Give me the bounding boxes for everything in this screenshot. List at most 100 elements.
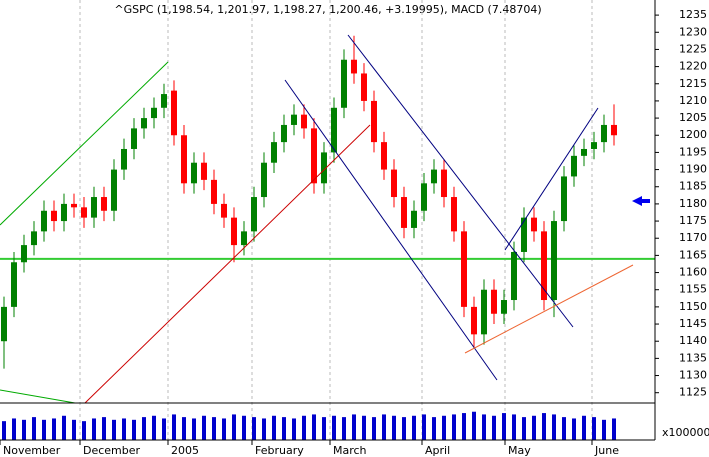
volume-bar [582, 415, 586, 440]
volume-bar [532, 415, 536, 440]
volume-bar [512, 414, 516, 440]
y-tick-label: 1180 [679, 197, 707, 210]
volume-bar [422, 414, 426, 440]
y-tick-label: 1225 [679, 42, 707, 55]
volume-bar [102, 417, 106, 440]
candle-body [11, 262, 17, 307]
volume-bar [362, 415, 366, 440]
volume-bar [42, 419, 46, 440]
volume-bar [142, 417, 146, 440]
volume-bar [472, 411, 476, 440]
y-tick-label: 1190 [679, 163, 707, 176]
volume-bar [502, 413, 506, 440]
volume-bar [292, 418, 296, 440]
y-tick-label: 1140 [679, 334, 707, 347]
candle-body [251, 197, 257, 232]
candle-body [551, 221, 557, 301]
volume-bar [122, 418, 126, 440]
x-tick-label: June [594, 444, 619, 457]
candle-body [451, 197, 457, 232]
candle-body [571, 155, 577, 177]
volume-bar [522, 417, 526, 440]
volume-bar [372, 417, 376, 440]
volume-bar [22, 419, 26, 440]
volume-bar [302, 415, 306, 440]
volume-bar [182, 417, 186, 440]
x-tick-label: February [255, 444, 304, 457]
volume-bar [62, 415, 66, 440]
volume-bar [272, 415, 276, 440]
volume-bar [132, 419, 136, 440]
candle-body [311, 128, 317, 184]
volume-bar [12, 418, 16, 440]
volume-bar [602, 419, 606, 440]
candle-body [511, 251, 517, 301]
candle-body [221, 203, 227, 218]
volume-bar [562, 417, 566, 440]
candle-body [371, 100, 377, 143]
volume-bar [322, 417, 326, 440]
candle-body [421, 183, 427, 211]
candle-body [31, 231, 37, 246]
candle-body [541, 231, 547, 301]
y-tick-label: 1160 [679, 266, 707, 279]
volume-bar [112, 419, 116, 440]
candle-body [381, 142, 387, 170]
candle-body [321, 152, 327, 184]
candle-body [461, 231, 467, 307]
volume-bar [262, 418, 266, 440]
x-tick-label: 2005 [171, 444, 199, 457]
volume-bar [202, 415, 206, 440]
candle-body [261, 162, 267, 198]
trend-line [0, 61, 169, 226]
candle-body [21, 245, 27, 263]
volume-bar [312, 414, 316, 440]
candle-body [521, 217, 527, 252]
y-tick-label: 1200 [679, 128, 707, 141]
volume-bar [612, 418, 616, 440]
x-tick-label: April [425, 444, 450, 457]
trend-line [0, 389, 76, 404]
candle-body [361, 73, 367, 101]
volume-bar [412, 415, 416, 440]
candle-body [41, 210, 47, 232]
volume-bar [72, 419, 76, 440]
y-tick-label: 1210 [679, 94, 707, 107]
y-tick-label: 1215 [679, 77, 707, 90]
candle-body [581, 148, 587, 156]
volume-bar [332, 415, 336, 440]
y-tick-label: 1185 [679, 180, 707, 193]
x-tick-label: December [83, 444, 141, 457]
candle-body [341, 59, 347, 108]
volume-bar [172, 414, 176, 440]
y-tick-label: 1155 [679, 283, 707, 296]
y-tick-label: 1125 [679, 386, 707, 399]
y-tick-label: 1135 [679, 351, 707, 364]
y-tick-label: 1235 [679, 8, 707, 21]
volume-bar [152, 415, 156, 440]
candle-body [281, 124, 287, 143]
candle-body [491, 289, 497, 314]
candle-body [91, 197, 97, 218]
candle-body [301, 114, 307, 129]
volume-bar [342, 417, 346, 440]
candle-body [401, 197, 407, 228]
candle-body [271, 142, 277, 163]
trend-line [347, 34, 574, 328]
y-tick-label: 1175 [679, 214, 707, 227]
volume-bar [2, 421, 6, 440]
candle-body [191, 162, 197, 184]
volume-bar [482, 414, 486, 440]
candle-body [111, 169, 117, 211]
volume-bar [352, 414, 356, 440]
y-tick-label: 1195 [679, 145, 707, 158]
candle-body [431, 169, 437, 184]
candle-body [591, 142, 597, 149]
y-tick-label: 1165 [679, 248, 707, 261]
candle-body [231, 217, 237, 246]
volume-bar [162, 418, 166, 440]
x-tick-label: November [3, 444, 61, 457]
volume-bar [542, 413, 546, 440]
